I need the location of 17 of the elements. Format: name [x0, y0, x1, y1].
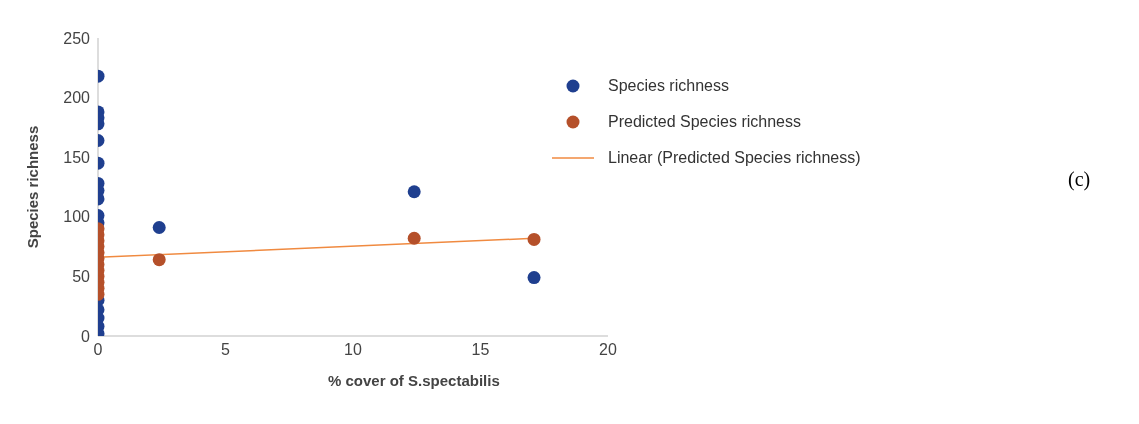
x-axis-title: % cover of S.spectabilis [328, 372, 500, 389]
x-tick-label: 0 [93, 341, 103, 359]
y-tick-label: 100 [63, 208, 91, 226]
x-tick-label: 20 [599, 341, 617, 359]
x-tick-label: 5 [221, 341, 231, 359]
text: (c) [1068, 168, 1091, 191]
x-tick-label: 10 [344, 341, 362, 359]
legend-label: Linear (Predicted Species richness) [608, 149, 861, 167]
legend-label: Species richness [608, 77, 729, 95]
y-axis-title: Species richness [24, 125, 42, 249]
y-tick-label: 250 [63, 29, 91, 47]
legend-label: Predicted Species richness [608, 113, 801, 131]
x-tick-label: 15 [471, 341, 490, 359]
y-tick-label: 150 [63, 148, 91, 166]
y-tick-label: 50 [72, 268, 91, 286]
y-tick-label: 200 [63, 89, 91, 107]
y-tick-label: 0 [81, 327, 91, 345]
